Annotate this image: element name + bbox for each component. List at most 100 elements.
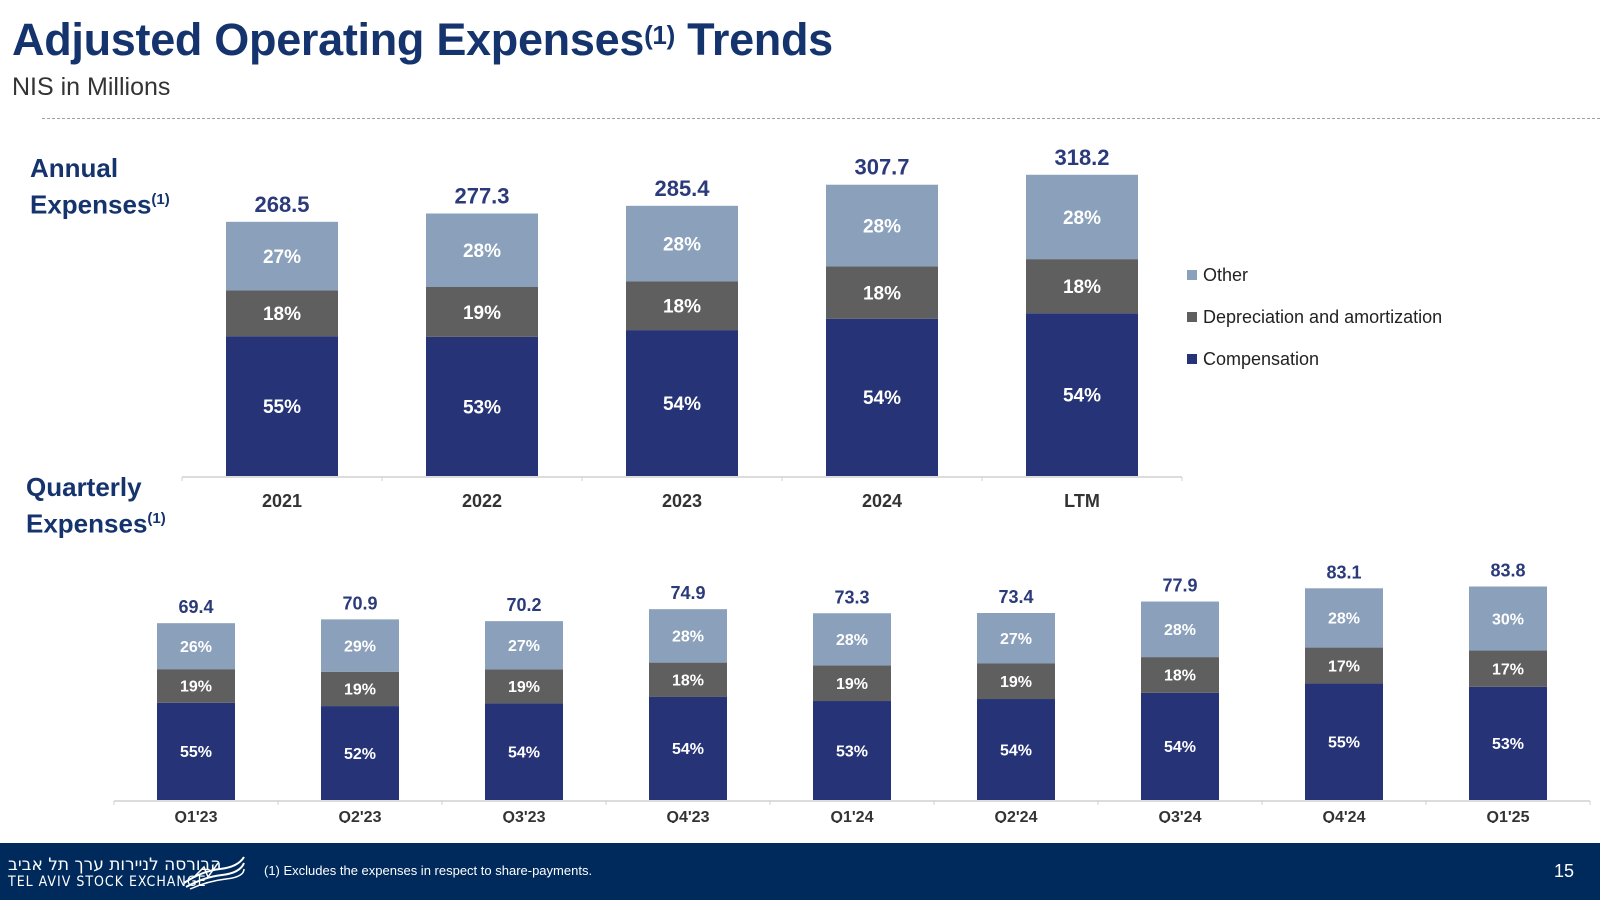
category-label: Q1'23 bbox=[175, 809, 218, 823]
bar-segment-other bbox=[426, 213, 538, 287]
bar-segment-depreciation-and-amortization bbox=[1469, 650, 1547, 687]
bar-segment-other bbox=[977, 613, 1055, 664]
bar-total-label: 73.4 bbox=[998, 587, 1033, 607]
bar-segment-other bbox=[1141, 601, 1219, 658]
segment-percent-label: 19% bbox=[836, 676, 868, 693]
category-label: Q1'24 bbox=[831, 809, 874, 823]
segment-percent-label: 19% bbox=[344, 682, 376, 699]
segment-percent-label: 17% bbox=[1328, 658, 1360, 675]
bar-segment-other bbox=[226, 221, 338, 291]
bar-segment-depreciation-and-amortization bbox=[1141, 657, 1219, 693]
segment-percent-label: 54% bbox=[863, 388, 901, 409]
bar-segment-depreciation-and-amortization bbox=[1026, 259, 1138, 314]
tase-logo: הבורסה לניירות ערך תל אביב TEL AVIV STOC… bbox=[8, 855, 222, 890]
bar-segment-compensation bbox=[626, 330, 738, 476]
category-label: 2024 bbox=[862, 491, 902, 511]
tase-logo-wave-icon bbox=[183, 856, 245, 890]
segment-percent-label: 28% bbox=[463, 241, 501, 262]
bar-segment-compensation bbox=[649, 696, 727, 800]
footer-bar: הבורסה לניירות ערך תל אביב TEL AVIV STOC… bbox=[0, 843, 1600, 900]
segment-percent-label: 19% bbox=[180, 679, 212, 696]
segment-percent-label: 28% bbox=[672, 629, 704, 646]
segment-percent-label: 54% bbox=[508, 744, 540, 761]
bar-total-label: 307.7 bbox=[854, 155, 909, 180]
category-label: 2021 bbox=[262, 491, 302, 511]
bar-segment-compensation bbox=[1469, 686, 1547, 800]
legend-item-compensation: Compensation bbox=[1187, 338, 1442, 380]
bar-segment-other bbox=[826, 184, 938, 267]
bar-total-label: 70.2 bbox=[506, 595, 541, 615]
bar-total-label: 318.2 bbox=[1054, 145, 1109, 170]
segment-percent-label: 18% bbox=[1164, 668, 1196, 685]
bar-segment-other bbox=[1305, 588, 1383, 648]
footnote: (1) Excludes the expenses in respect to … bbox=[264, 863, 593, 878]
title-footnote-marker: (1) bbox=[644, 20, 675, 50]
bar-segment-depreciation-and-amortization bbox=[1305, 647, 1383, 684]
bar-segment-other bbox=[649, 609, 727, 663]
bar-segment-other bbox=[626, 205, 738, 282]
segment-percent-label: 18% bbox=[663, 297, 701, 318]
segment-percent-label: 55% bbox=[263, 397, 301, 418]
bar-segment-depreciation-and-amortization bbox=[977, 663, 1055, 700]
legend-swatch-compensation bbox=[1187, 354, 1197, 364]
bar-segment-other bbox=[157, 623, 235, 670]
category-label: Q4'24 bbox=[1323, 809, 1366, 823]
segment-percent-label: 28% bbox=[663, 234, 701, 255]
bar-total-label: 70.9 bbox=[342, 593, 377, 613]
bar-total-label: 83.1 bbox=[1326, 562, 1361, 582]
segment-percent-label: 28% bbox=[836, 632, 868, 649]
bar-segment-compensation bbox=[1305, 683, 1383, 800]
bar-segment-depreciation-and-amortization bbox=[226, 290, 338, 337]
bar-segment-compensation bbox=[226, 336, 338, 476]
bar-total-label: 69.4 bbox=[178, 597, 213, 617]
bar-segment-depreciation-and-amortization bbox=[426, 286, 538, 337]
segment-percent-label: 55% bbox=[1328, 735, 1360, 752]
quarterly-expenses-chart: 55% 19% 26% 69.4 Q1'23 52% 19% 29% 70.9 Q2'23 54% 1… bbox=[113, 561, 1591, 823]
header-divider bbox=[42, 118, 1600, 119]
bar-segment-depreciation-and-amortization bbox=[626, 281, 738, 331]
bar-segment-other bbox=[321, 619, 399, 672]
bar-segment-compensation bbox=[426, 336, 538, 476]
page-title: Adjusted Operating Expenses(1) Trends bbox=[12, 14, 833, 65]
category-label: Q2'23 bbox=[339, 809, 382, 823]
legend-swatch-other bbox=[1187, 270, 1197, 280]
segment-percent-label: 54% bbox=[1000, 742, 1032, 759]
bar-total-label: 74.9 bbox=[670, 583, 705, 603]
bar-segment-compensation bbox=[826, 318, 938, 476]
bar-total-label: 83.8 bbox=[1490, 561, 1525, 581]
bar-segment-compensation bbox=[1026, 313, 1138, 476]
page-number: 15 bbox=[1553, 861, 1574, 881]
segment-percent-label: 28% bbox=[1063, 208, 1101, 229]
segment-percent-label: 18% bbox=[672, 673, 704, 690]
annual-expenses-chart: 55% 18% 27% 268.5 2021 53% 19% 28% 277.3 2022 54% 1… bbox=[181, 145, 1183, 511]
category-label: Q2'24 bbox=[995, 809, 1038, 823]
bar-segment-compensation bbox=[1141, 692, 1219, 800]
segment-percent-label: 28% bbox=[1164, 622, 1196, 639]
segment-percent-label: 54% bbox=[1164, 739, 1196, 756]
bar-segment-depreciation-and-amortization bbox=[826, 266, 938, 319]
category-label: 2022 bbox=[462, 491, 502, 511]
segment-percent-label: 53% bbox=[463, 397, 501, 418]
category-label: Q3'23 bbox=[503, 809, 546, 823]
segment-percent-label: 19% bbox=[1000, 674, 1032, 691]
bar-segment-compensation bbox=[977, 699, 1055, 800]
page-subtitle: NIS in Millions bbox=[12, 73, 171, 101]
legend-swatch-depreciation bbox=[1187, 312, 1197, 322]
segment-percent-label: 53% bbox=[836, 743, 868, 760]
category-label: Q4'23 bbox=[667, 809, 710, 823]
segment-percent-label: 30% bbox=[1492, 611, 1524, 628]
legend-item-depreciation: Depreciation and amortization bbox=[1187, 296, 1442, 338]
segment-percent-label: 54% bbox=[663, 394, 701, 415]
segment-percent-label: 54% bbox=[1063, 386, 1101, 407]
bar-segment-depreciation-and-amortization bbox=[485, 669, 563, 704]
segment-percent-label: 18% bbox=[263, 304, 301, 325]
segment-percent-label: 26% bbox=[180, 639, 212, 656]
category-label: Q1'25 bbox=[1487, 809, 1530, 823]
bar-segment-depreciation-and-amortization bbox=[649, 662, 727, 697]
segment-percent-label: 19% bbox=[508, 679, 540, 696]
segment-percent-label: 27% bbox=[508, 638, 540, 655]
category-label: Q3'24 bbox=[1159, 809, 1202, 823]
bar-segment-depreciation-and-amortization bbox=[813, 665, 891, 702]
segment-percent-label: 52% bbox=[344, 746, 376, 763]
segment-percent-label: 17% bbox=[1492, 661, 1524, 678]
